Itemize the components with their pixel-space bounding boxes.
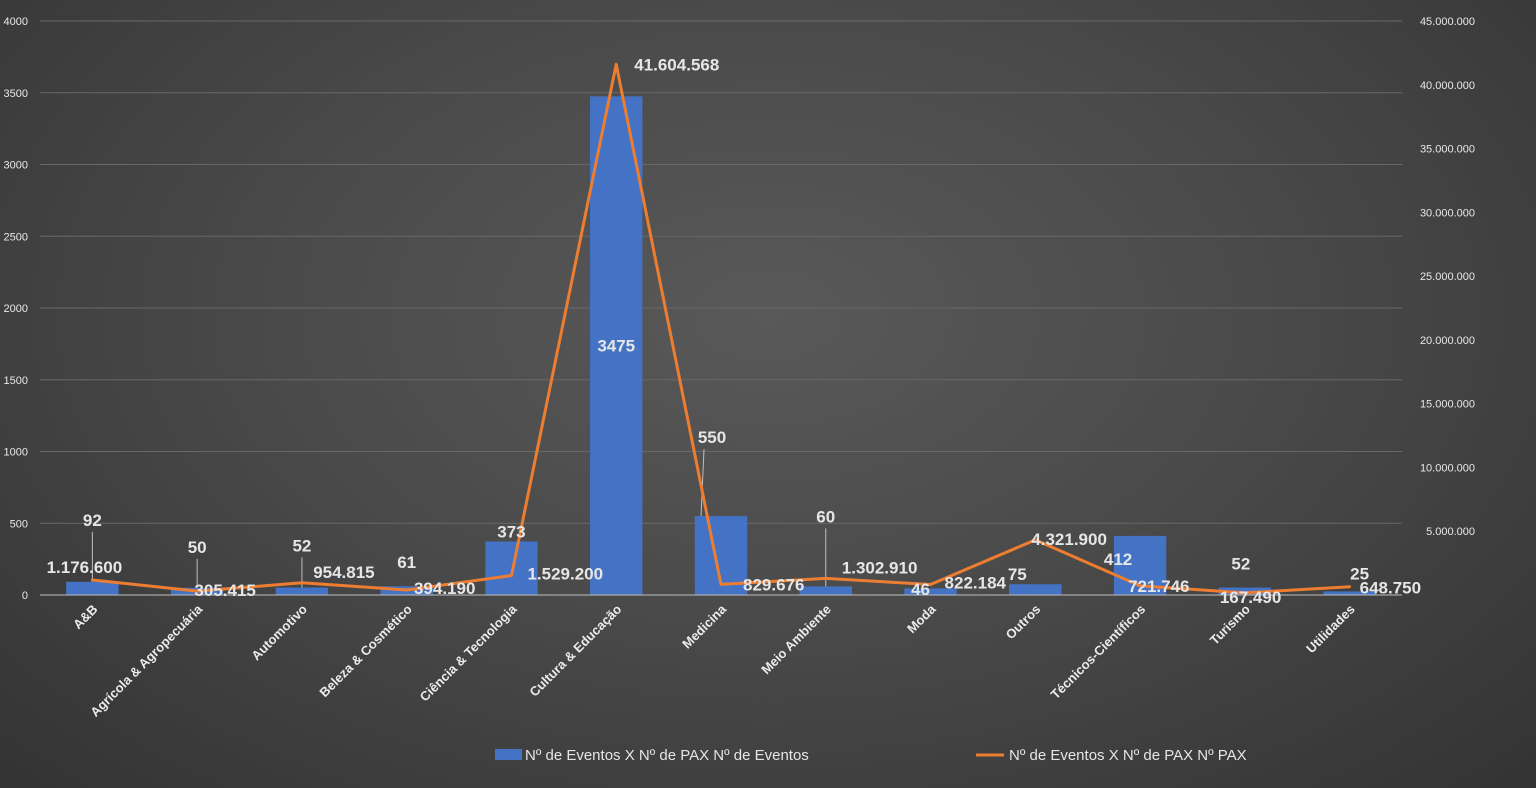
- event-bar: [1323, 591, 1376, 595]
- category-label: Moda: [904, 601, 939, 636]
- category-label: Turismo: [1207, 601, 1253, 647]
- left-axis-tick: 0: [22, 590, 28, 602]
- event-bar: [799, 586, 852, 595]
- bar-data-label: 60: [816, 507, 835, 526]
- right-axis-tick: 5.000.000: [1426, 526, 1475, 538]
- category-label: Cultura & Educação: [526, 601, 624, 699]
- bar-data-label: 46: [911, 580, 930, 599]
- bar-data-label: 75: [1008, 565, 1027, 584]
- legend-swatch-events: [495, 749, 522, 760]
- left-axis-tick: 500: [10, 518, 28, 530]
- right-axis-tick: 45.000.000: [1420, 16, 1475, 28]
- right-axis-tick: 35.000.000: [1420, 144, 1475, 156]
- line-data-label: 1.529.200: [527, 564, 603, 583]
- legend-label-pax: Nº de Eventos X Nº de PAX Nº PAX: [1009, 747, 1247, 764]
- event-bar: [275, 587, 329, 595]
- category-label: Outros: [1003, 602, 1044, 643]
- right-axis-tick: 25.000.000: [1420, 271, 1475, 283]
- category-label: A&B: [70, 602, 101, 633]
- event-bar: [1218, 587, 1272, 595]
- pax-line: [90, 62, 1352, 595]
- line-data-label: 721.746: [1128, 577, 1189, 596]
- line-data-label: 829.676: [743, 575, 804, 594]
- line-data-label: 305.415: [194, 581, 255, 600]
- right-axis-tick: 40.000.000: [1420, 80, 1475, 92]
- line-data-labels: 1.176.600 305.415 954.815 394.190 1.529.200 4…: [47, 55, 1422, 607]
- event-bar: [66, 581, 119, 595]
- line-data-label: 167.490: [1220, 588, 1281, 607]
- category-label: Beleza & Cosmético: [316, 601, 415, 700]
- line-data-label: 1.176.600: [47, 558, 123, 577]
- category-label: Utilidades: [1303, 602, 1358, 657]
- left-axis-tick: 3500: [4, 88, 28, 100]
- right-axis-tick: 20.000.000: [1420, 335, 1475, 347]
- category-label: Automotivo: [248, 601, 310, 663]
- left-axis-tick: 1000: [4, 447, 28, 459]
- left-axis-ticks: 0 500 1000 1500 2000 2500 3000 3500 4000: [4, 16, 28, 602]
- right-axis-tick: 30.000.000: [1420, 207, 1475, 219]
- bar-data-labels: 92 50 52 61 373 3475 550 60 46 75 412 52 25: [83, 337, 1369, 599]
- left-axis-tick: 3000: [4, 160, 28, 172]
- left-axis-tick: 2000: [4, 303, 28, 315]
- left-axis-tick: 1500: [4, 375, 28, 387]
- bar-data-label: 92: [83, 511, 102, 530]
- bar-data-label: 550: [698, 428, 726, 447]
- line-data-label: 41.604.568: [634, 55, 719, 74]
- event-bar: [1009, 584, 1062, 595]
- line-data-label: 954.815: [313, 563, 374, 582]
- line-data-label: 4.321.900: [1031, 530, 1107, 549]
- event-bar: [590, 96, 643, 596]
- bar-data-label: 61: [397, 553, 416, 572]
- right-axis-ticks: 5.000.000 10.000.000 15.000.000 20.000.000 2…: [1420, 16, 1475, 538]
- legend-label-events: Nº de Eventos X Nº de PAX Nº de Eventos: [525, 747, 809, 764]
- left-axis-tick: 4000: [4, 16, 28, 28]
- legend: Nº de Eventos X Nº de PAX Nº de Eventos …: [495, 747, 1247, 764]
- left-axis-tick: 2500: [4, 231, 28, 243]
- label-leader-line: [700, 449, 705, 517]
- bar-data-label: 373: [497, 522, 525, 541]
- event-bars: [66, 96, 1376, 596]
- bar-data-label: 412: [1104, 550, 1132, 569]
- category-label: Técnicos-Científicos: [1048, 602, 1149, 703]
- line-data-label: 822.184: [945, 574, 1007, 593]
- line-data-label: 394.190: [414, 579, 475, 598]
- right-axis-tick: 15.000.000: [1420, 399, 1475, 411]
- right-axis-tick: 10.000.000: [1420, 462, 1475, 474]
- bar-data-label: 25: [1350, 564, 1369, 583]
- line-data-label: 1.302.910: [842, 558, 918, 577]
- gridlines: [40, 20, 1402, 524]
- bar-data-label: 3475: [597, 337, 635, 356]
- bar-data-label: 52: [292, 537, 311, 556]
- event-bar: [904, 588, 957, 595]
- category-label: Ciência & Tecnologia: [417, 601, 520, 704]
- category-label: Agrícola & Agropecuária: [87, 601, 206, 720]
- category-label: Medicina: [679, 601, 729, 651]
- bar-data-label: 50: [188, 538, 207, 557]
- category-label: Meio Ambiente: [758, 602, 834, 678]
- line-data-label: 648.750: [1360, 579, 1421, 598]
- bar-data-label: 52: [1231, 555, 1250, 574]
- label-leader-lines: [91, 449, 827, 588]
